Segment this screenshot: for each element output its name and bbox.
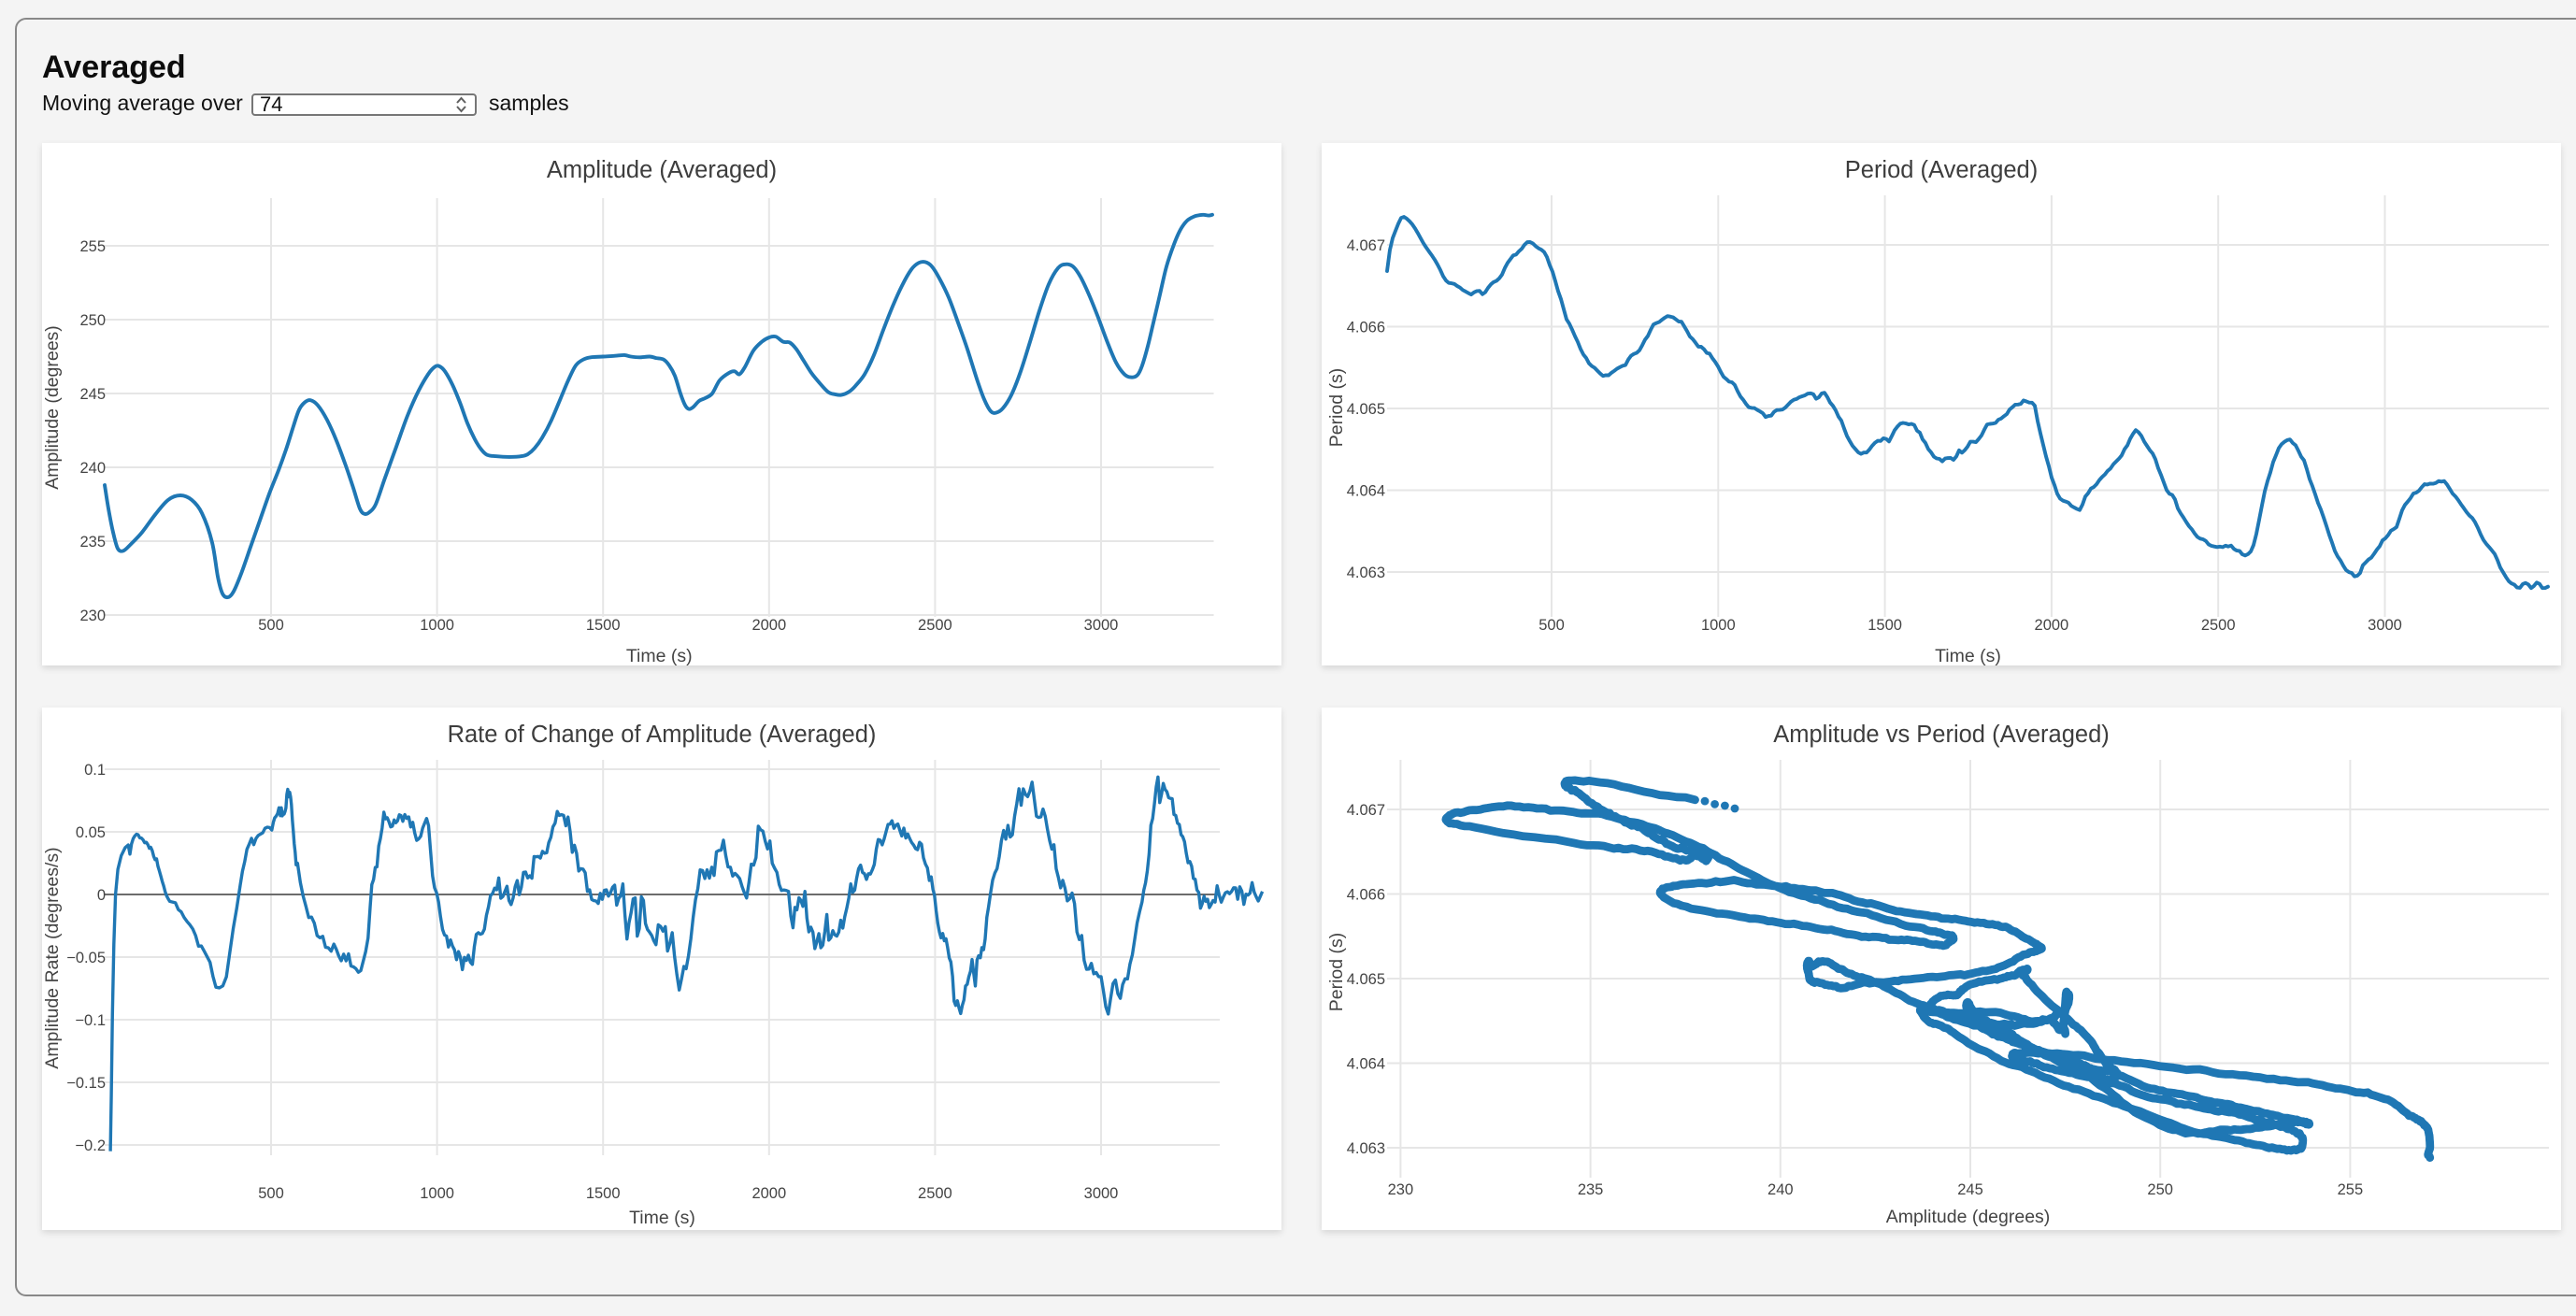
svg-text:240: 240 bbox=[79, 460, 106, 477]
svg-text:235: 235 bbox=[79, 534, 106, 551]
svg-text:4.063: 4.063 bbox=[1347, 565, 1385, 581]
svg-text:255: 255 bbox=[79, 238, 106, 255]
svg-text:235: 235 bbox=[1578, 1181, 1604, 1198]
svg-text:−0.1: −0.1 bbox=[75, 1012, 106, 1029]
svg-text:2000: 2000 bbox=[2035, 617, 2069, 634]
svg-text:3000: 3000 bbox=[1084, 1185, 1119, 1202]
svg-text:2000: 2000 bbox=[751, 617, 786, 634]
svg-text:2500: 2500 bbox=[918, 617, 952, 634]
svg-text:2500: 2500 bbox=[2201, 617, 2236, 634]
svg-text:230: 230 bbox=[1388, 1181, 1414, 1198]
svg-text:Period (s): Period (s) bbox=[1326, 368, 1347, 448]
svg-text:3000: 3000 bbox=[2368, 617, 2402, 634]
svg-text:4.066: 4.066 bbox=[1347, 320, 1385, 336]
svg-text:245: 245 bbox=[79, 386, 106, 403]
svg-text:2500: 2500 bbox=[918, 1185, 952, 1202]
svg-text:Amplitude Rate (degrees/s): Amplitude Rate (degrees/s) bbox=[42, 847, 63, 1068]
svg-text:4.067: 4.067 bbox=[1347, 237, 1385, 254]
svg-text:1500: 1500 bbox=[586, 1185, 621, 1202]
svg-text:230: 230 bbox=[79, 608, 106, 624]
svg-text:4.065: 4.065 bbox=[1347, 971, 1385, 988]
svg-text:4.067: 4.067 bbox=[1347, 802, 1385, 819]
svg-text:Amplitude vs Period (Averaged): Amplitude vs Period (Averaged) bbox=[1773, 722, 2110, 748]
svg-text:255: 255 bbox=[2338, 1181, 2364, 1198]
svg-text:4.066: 4.066 bbox=[1347, 887, 1385, 904]
svg-text:Period (Averaged): Period (Averaged) bbox=[1845, 157, 2038, 183]
svg-text:Time (s): Time (s) bbox=[629, 1208, 695, 1228]
svg-text:Amplitude (degrees): Amplitude (degrees) bbox=[42, 325, 63, 490]
svg-text:Period (s): Period (s) bbox=[1326, 933, 1347, 1012]
svg-text:500: 500 bbox=[258, 617, 284, 634]
svg-text:4.065: 4.065 bbox=[1347, 401, 1385, 418]
svg-text:−0.15: −0.15 bbox=[66, 1075, 106, 1092]
svg-text:4.064: 4.064 bbox=[1347, 1056, 1385, 1073]
svg-text:0.05: 0.05 bbox=[76, 824, 106, 841]
svg-text:500: 500 bbox=[1538, 617, 1565, 634]
svg-text:250: 250 bbox=[2147, 1181, 2173, 1198]
svg-text:4.064: 4.064 bbox=[1347, 483, 1385, 500]
svg-text:245: 245 bbox=[1957, 1181, 1983, 1198]
svg-text:1000: 1000 bbox=[420, 1185, 454, 1202]
svg-text:4.063: 4.063 bbox=[1347, 1140, 1385, 1157]
svg-text:0: 0 bbox=[97, 887, 106, 904]
svg-text:250: 250 bbox=[79, 312, 106, 329]
svg-text:1000: 1000 bbox=[420, 617, 454, 634]
svg-text:1500: 1500 bbox=[586, 617, 621, 634]
svg-text:−0.05: −0.05 bbox=[66, 950, 106, 966]
svg-text:Amplitude (degrees): Amplitude (degrees) bbox=[1886, 1207, 2051, 1227]
svg-text:Time (s): Time (s) bbox=[1935, 646, 2001, 665]
svg-text:2000: 2000 bbox=[751, 1185, 786, 1202]
svg-text:1500: 1500 bbox=[1868, 617, 1902, 634]
svg-text:1000: 1000 bbox=[1701, 617, 1736, 634]
svg-text:Time (s): Time (s) bbox=[626, 646, 693, 665]
svg-text:Amplitude (Averaged): Amplitude (Averaged) bbox=[547, 157, 777, 183]
svg-text:500: 500 bbox=[258, 1185, 284, 1202]
svg-text:0.1: 0.1 bbox=[84, 762, 106, 779]
svg-text:−0.2: −0.2 bbox=[75, 1137, 106, 1154]
svg-text:240: 240 bbox=[1767, 1181, 1794, 1198]
svg-text:Rate of Change of Amplitude (A: Rate of Change of Amplitude (Averaged) bbox=[448, 722, 877, 748]
svg-text:3000: 3000 bbox=[1084, 617, 1119, 634]
